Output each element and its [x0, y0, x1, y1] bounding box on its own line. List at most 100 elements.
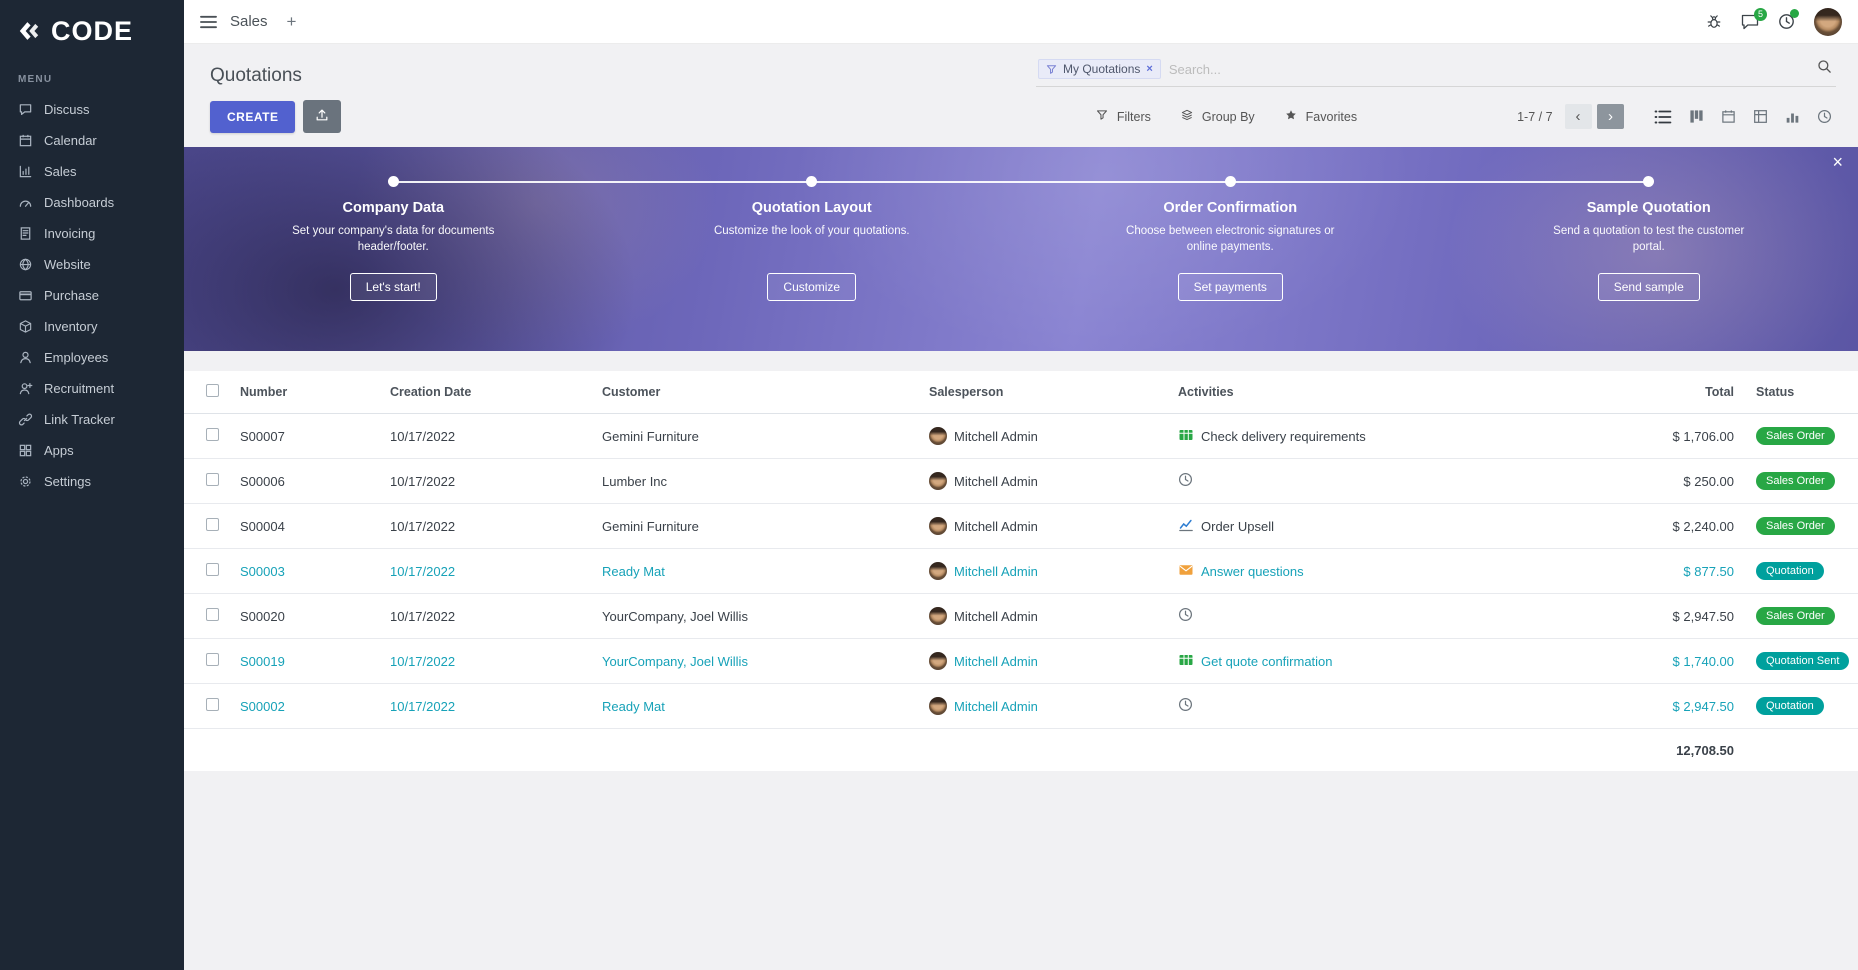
banner-close-icon[interactable]: × — [1832, 152, 1843, 172]
brand-mark-icon — [16, 18, 42, 44]
schedule-activity-clock-icon[interactable] — [1178, 472, 1193, 490]
step-title: Company Data — [342, 200, 445, 216]
row-checkbox[interactable] — [206, 473, 219, 486]
sidebar-item-link-tracker[interactable]: Link Tracker — [0, 404, 184, 435]
status-badge: Sales Order — [1756, 427, 1835, 445]
messages-icon[interactable]: 5 — [1741, 7, 1767, 30]
row-salesperson: Mitchell Admin — [954, 518, 1038, 534]
activity-mail-icon[interactable] — [1178, 562, 1194, 581]
upload-button[interactable] — [303, 100, 342, 133]
sidebar-item-purchase[interactable]: Purchase — [0, 280, 184, 311]
upload-icon — [315, 108, 329, 125]
search-icon[interactable] — [1817, 59, 1832, 79]
col-header-activities[interactable]: Activities — [1178, 385, 1234, 399]
send-sample-button[interactable]: Send sample — [1597, 273, 1700, 301]
lets-start-button[interactable]: Let's start! — [349, 273, 437, 301]
filters-button[interactable]: Filters — [1096, 109, 1151, 124]
sidebar-item-sales[interactable]: Sales — [0, 156, 184, 187]
view-graph-icon[interactable] — [1785, 109, 1800, 124]
search-bar: My Quotations × — [1036, 57, 1836, 87]
favorites-button[interactable]: Favorites — [1285, 109, 1357, 124]
row-date: 10/17/2022 — [390, 698, 456, 714]
row-checkbox[interactable] — [206, 518, 219, 531]
activity-table-icon[interactable] — [1178, 652, 1194, 671]
bug-icon[interactable] — [1706, 14, 1722, 30]
table-row[interactable]: S00004 10/17/2022 Gemini Furniture Mitch… — [184, 504, 1858, 549]
table-row[interactable]: S00006 10/17/2022 Lumber Inc Mitchell Ad… — [184, 459, 1858, 504]
user-avatar[interactable] — [1814, 7, 1842, 36]
status-badge: Quotation Sent — [1756, 652, 1850, 670]
table-header-row: Number Creation Date Customer Salesperso… — [184, 371, 1858, 414]
step-dot — [387, 176, 399, 187]
group-by-button[interactable]: Group By — [1181, 109, 1255, 124]
col-header-total[interactable]: Total — [1705, 385, 1734, 399]
sidebar-item-inventory[interactable]: Inventory — [0, 311, 184, 342]
search-facet[interactable]: My Quotations × — [1038, 59, 1161, 79]
hamburger-icon[interactable] — [200, 15, 217, 29]
row-checkbox[interactable] — [206, 608, 219, 621]
view-list-icon[interactable] — [1654, 109, 1672, 125]
customize-button[interactable]: Customize — [767, 273, 857, 301]
select-all-checkbox[interactable] — [206, 384, 219, 397]
pager-next-button[interactable]: › — [1597, 104, 1624, 129]
app-logo[interactable]: CODE — [0, 0, 184, 62]
brand-name: CODE — [51, 15, 134, 46]
row-checkbox[interactable] — [206, 563, 219, 576]
search-input[interactable] — [1160, 61, 1817, 77]
view-activity-icon[interactable] — [1817, 109, 1832, 124]
row-checkbox[interactable] — [206, 653, 219, 666]
table-row[interactable]: S00003 10/17/2022 Ready Mat Mitchell Adm… — [184, 549, 1858, 594]
table-row[interactable]: S00019 10/17/2022 YourCompany, Joel Will… — [184, 639, 1858, 684]
step-description: Customize the look of your quotations. — [713, 225, 910, 237]
row-number: S00004 — [240, 518, 285, 534]
sidebar: CODE MENU Discuss Calendar Sales Dashboa… — [0, 0, 184, 970]
activity-chart-icon[interactable] — [1178, 517, 1194, 536]
sidebar-item-employees[interactable]: Employees — [0, 342, 184, 373]
row-number: S00019 — [240, 653, 285, 669]
status-badge: Sales Order — [1756, 472, 1835, 490]
col-header-number[interactable]: Number — [240, 385, 288, 399]
facet-remove-icon[interactable]: × — [1146, 63, 1153, 75]
sidebar-item-calendar[interactable]: Calendar — [0, 125, 184, 156]
sidebar-item-invoicing[interactable]: Invoicing — [0, 218, 184, 249]
row-date: 10/17/2022 — [390, 608, 456, 624]
row-customer: YourCompany, Joel Willis — [602, 608, 748, 624]
sidebar-item-dashboards[interactable]: Dashboards — [0, 187, 184, 218]
view-calendar-icon[interactable] — [1721, 109, 1736, 124]
onboarding-step-quotation-layout: Quotation Layout Customize the look of y… — [603, 176, 1022, 301]
pager-range: 1-7 / 7 — [1517, 109, 1553, 124]
schedule-activity-clock-icon[interactable] — [1178, 607, 1193, 625]
sidebar-item-label: Employees — [44, 350, 109, 365]
col-header-creation-date[interactable]: Creation Date — [390, 385, 472, 399]
pager-prev-button[interactable]: ‹ — [1564, 104, 1592, 129]
sidebar-item-recruitment[interactable]: Recruitment — [0, 373, 184, 404]
sidebar-item-website[interactable]: Website — [0, 249, 184, 280]
create-button[interactable]: CREATE — [210, 100, 296, 133]
row-checkbox[interactable] — [206, 698, 219, 711]
salesperson-avatar — [929, 472, 947, 490]
salesperson-avatar — [929, 607, 947, 625]
set-payments-button[interactable]: Set payments — [1177, 273, 1283, 301]
table-row[interactable]: S00002 10/17/2022 Ready Mat Mitchell Adm… — [184, 684, 1858, 729]
add-favorite-button[interactable]: + — [286, 11, 297, 31]
view-pivot-icon[interactable] — [1753, 109, 1768, 124]
sidebar-item-label: Apps — [44, 443, 74, 458]
col-header-salesperson[interactable]: Salesperson — [929, 385, 1004, 399]
sidebar-item-apps[interactable]: Apps — [0, 435, 184, 466]
sales-icon — [18, 164, 33, 179]
col-header-status[interactable]: Status — [1756, 385, 1795, 399]
total-sum: 12,708.50 — [1676, 742, 1734, 758]
filters-label: Filters — [1116, 109, 1151, 124]
view-kanban-icon[interactable] — [1689, 109, 1704, 124]
activity-clock-icon[interactable] — [1778, 9, 1799, 30]
schedule-activity-clock-icon[interactable] — [1178, 697, 1193, 715]
sidebar-item-discuss[interactable]: Discuss — [0, 94, 184, 125]
sidebar-item-settings[interactable]: Settings — [0, 466, 184, 497]
activity-table-icon[interactable] — [1178, 427, 1194, 446]
col-header-customer[interactable]: Customer — [602, 385, 661, 399]
step-description: Send a quotation to test the customer po… — [1553, 225, 1745, 254]
current-app-name[interactable]: Sales — [230, 13, 268, 30]
table-row[interactable]: S00020 10/17/2022 YourCompany, Joel Will… — [184, 594, 1858, 639]
table-row[interactable]: S00007 10/17/2022 Gemini Furniture Mitch… — [184, 414, 1858, 459]
row-checkbox[interactable] — [206, 428, 219, 441]
